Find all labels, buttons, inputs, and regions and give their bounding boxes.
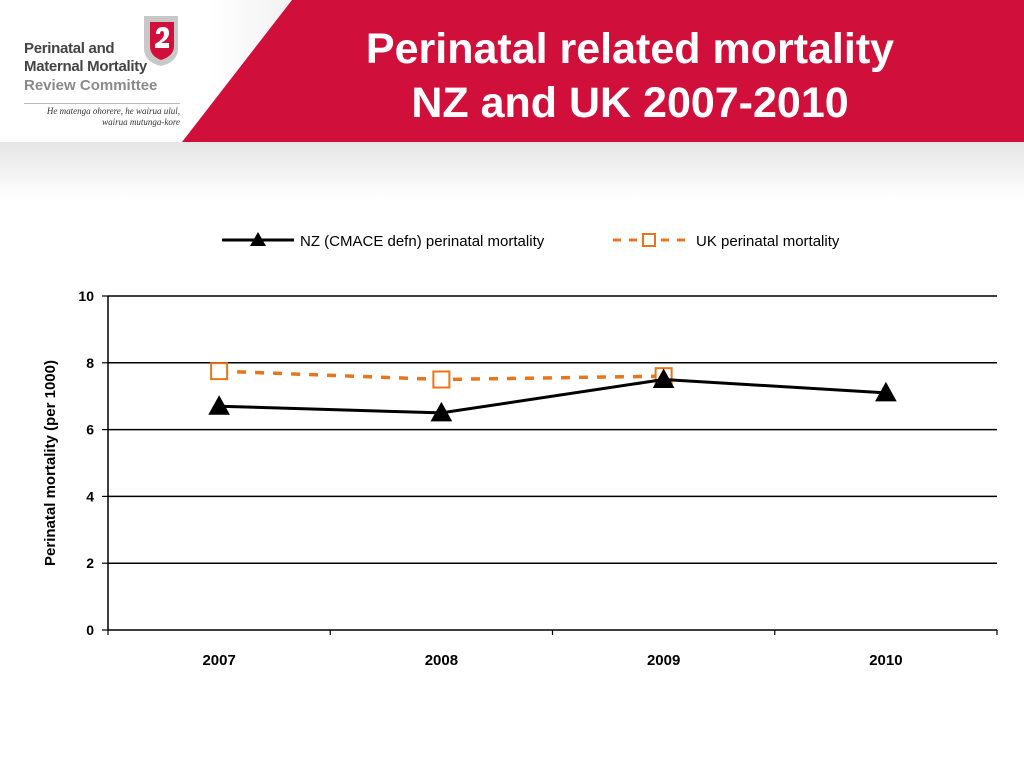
logo-tagline-line-2: wairua mutunga-kore — [102, 117, 180, 127]
title-banner — [182, 0, 1024, 142]
logo-divider — [24, 103, 180, 104]
y-tick-label: 6 — [86, 422, 94, 438]
logo-tagline: He matenga ohorere, he wairua ulul, wair… — [24, 106, 180, 128]
slide-title-line-1: Perinatal related mortality — [365, 25, 895, 73]
logo-line-3: Review Committee — [24, 77, 158, 94]
data-point-square — [210, 362, 229, 381]
y-tick-label: 10 — [78, 288, 94, 304]
x-tick-label: 2007 — [202, 652, 235, 669]
series-line — [219, 377, 886, 415]
data-point-triangle — [430, 401, 453, 422]
committee-logo: Perinatal and Maternal Mortality Review … — [24, 40, 184, 95]
slide-header: Perinatal and Maternal Mortality Review … — [0, 0, 1024, 200]
y-axis-title: Perinatal mortality (per 1000) — [42, 360, 59, 566]
slide-title: Perinatal related mortality NZ and UK 20… — [290, 22, 970, 130]
y-tick-label: 8 — [86, 355, 94, 371]
logo-line-1: Perinatal and — [24, 40, 115, 57]
pmmrc-logo-icon — [144, 16, 178, 66]
data-point-triangle — [208, 395, 230, 415]
y-tick-label: 4 — [86, 488, 94, 504]
x-tick-label: 2009 — [647, 652, 680, 669]
x-tick-label: 2008 — [425, 652, 458, 669]
y-tick-label: 0 — [86, 622, 94, 638]
data-point-triangle — [875, 381, 897, 402]
slide-title-line-2: NZ and UK 2007-2010 — [411, 79, 849, 127]
data-point-triangle — [652, 368, 675, 388]
x-tick-label: 2010 — [869, 652, 902, 669]
logo-tagline-line-1: He matenga ohorere, he wairua ulul, — [46, 106, 180, 116]
header-shadow — [0, 140, 1024, 200]
legend-label-uk: UK perinatal mortality — [696, 233, 840, 250]
legend-label-nz: NZ (CMACE defn) perinatal mortality — [300, 233, 545, 250]
legend-marker-uk — [642, 233, 656, 247]
y-tick-label: 2 — [86, 555, 94, 571]
data-point-square — [432, 370, 451, 389]
legend-marker-nz — [250, 232, 266, 246]
logo-line-2: Maternal Mortality — [24, 58, 147, 75]
